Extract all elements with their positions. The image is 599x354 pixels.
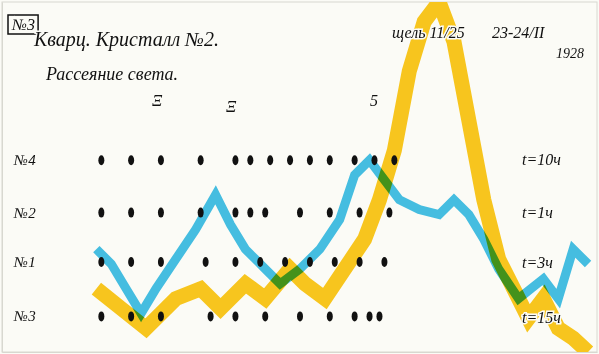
plate-number: №3 xyxy=(11,16,35,33)
spectral-line xyxy=(262,311,268,321)
spectral-line xyxy=(232,208,238,218)
spectral-line xyxy=(381,257,387,267)
trace-line xyxy=(96,2,588,352)
spectral-line xyxy=(232,155,238,165)
spectral-line xyxy=(198,155,204,165)
spectral-line xyxy=(198,208,204,218)
texts: Кварц. Кристалл №2. Рассеяние света. №4 №2 №… xyxy=(8,15,584,326)
subtitle: Рассеяние света. xyxy=(45,64,178,84)
line-mark: 5 xyxy=(370,92,378,109)
spectral-line xyxy=(357,208,363,218)
date-note: 23-24/II xyxy=(492,24,545,41)
spectral-line xyxy=(158,155,164,165)
spectral-line xyxy=(128,311,134,321)
year-note: 1928 xyxy=(556,46,584,61)
row-label: №3 xyxy=(13,308,36,324)
spectral-line xyxy=(98,311,104,321)
spectral-line xyxy=(371,155,377,165)
spectral-line xyxy=(307,257,313,267)
line-mark: Ξ xyxy=(152,92,163,109)
line-row xyxy=(98,155,397,165)
exposure-label: t=1ч xyxy=(522,204,553,221)
spectral-line xyxy=(267,155,273,165)
spectral-line xyxy=(262,208,268,218)
spectral-line xyxy=(128,257,134,267)
spectral-line xyxy=(352,155,358,165)
spectral-line xyxy=(98,155,104,165)
spectral-line xyxy=(158,257,164,267)
spectral-line xyxy=(352,311,358,321)
spectral-line xyxy=(98,208,104,218)
axis-line xyxy=(2,3,3,353)
spectral-line xyxy=(98,257,104,267)
spectral-line xyxy=(282,257,288,267)
spectral-line xyxy=(247,155,253,165)
axis-line xyxy=(3,352,598,353)
trace-line xyxy=(96,160,588,313)
spectral-line xyxy=(232,311,238,321)
spectral-line xyxy=(257,257,263,267)
exposure-label: t=3ч xyxy=(522,254,553,271)
spectral-line xyxy=(128,208,134,218)
exposure-label: t=10ч xyxy=(522,151,561,168)
spectral-line xyxy=(386,208,392,218)
spectral-line xyxy=(367,311,373,321)
spectral-line xyxy=(208,311,214,321)
plot-area xyxy=(96,2,588,352)
x-axis xyxy=(3,352,598,353)
spectral-line xyxy=(327,208,333,218)
spectral-line xyxy=(128,155,134,165)
spectral-line xyxy=(158,311,164,321)
spectral-line xyxy=(327,155,333,165)
spectral-line xyxy=(307,155,313,165)
spectral-line xyxy=(391,155,397,165)
spectral-line xyxy=(247,208,253,218)
line-row xyxy=(98,257,387,267)
row-label: №1 xyxy=(13,254,36,270)
plate-number-box xyxy=(8,15,38,34)
slit-note: щель 11/25 xyxy=(392,24,465,42)
spectral-line xyxy=(203,257,209,267)
y-axis xyxy=(2,3,3,353)
line-row xyxy=(98,208,392,218)
spectral-line xyxy=(158,208,164,218)
chart: Кварц. Кристалл №2. Рассеяние света. №4 №2 №… xyxy=(0,0,599,354)
exposure-label: t=15ч xyxy=(522,309,561,326)
plot-frame xyxy=(2,2,597,352)
spectral-line xyxy=(287,155,293,165)
title: Кварц. Кристалл №2. xyxy=(33,28,219,51)
spectral-line xyxy=(297,208,303,218)
spectral-line xyxy=(232,257,238,267)
spectral-line xyxy=(327,311,333,321)
row-label: №2 xyxy=(13,205,36,221)
spectral-line xyxy=(332,257,338,267)
row-label: №4 xyxy=(13,152,36,168)
line-row xyxy=(98,311,382,321)
spectral-line xyxy=(297,311,303,321)
line-mark: Ξ xyxy=(226,98,237,115)
spectral-line xyxy=(376,311,382,321)
spectral-line xyxy=(357,257,363,267)
